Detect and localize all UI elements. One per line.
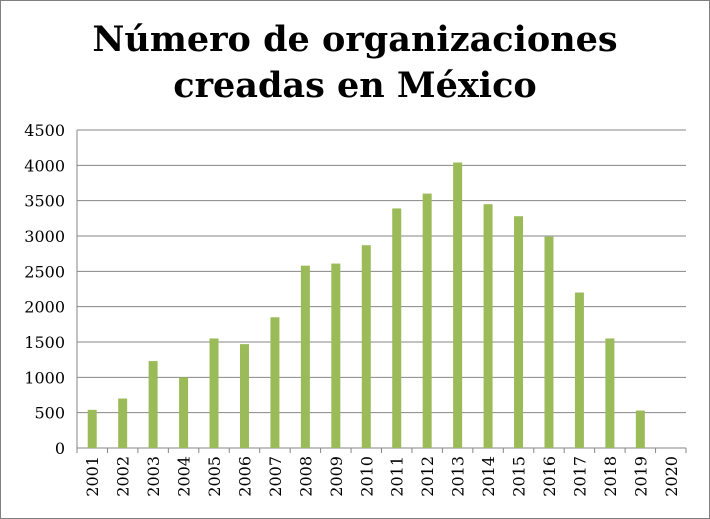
x-tick-label-2012: 2012 [418,456,437,497]
bar-2003 [148,361,158,448]
chart-title: Número de organizaciones creadas en Méxi… [1,17,709,109]
y-tick-label-2500: 2500 [24,262,65,281]
x-tick-label-2011: 2011 [388,456,407,497]
bar-2001 [87,409,97,448]
y-tick-label-1000: 1000 [24,368,65,387]
y-tick-label-500: 500 [34,404,65,423]
y-tick-label-3000: 3000 [24,227,65,246]
chart-title-line-2: creadas en México [173,65,537,106]
x-tick-label-2018: 2018 [601,456,620,497]
bar-2004 [179,377,189,448]
x-tick-label-2015: 2015 [510,456,529,497]
y-tick-label-0: 0 [55,439,65,458]
x-tick-label-2013: 2013 [449,456,468,497]
x-tick-label-2001: 2001 [83,456,102,497]
y-tick-label-4000: 4000 [24,156,65,175]
x-tick-label-2020: 2020 [662,456,681,497]
y-tick-label-4500: 4500 [24,121,65,140]
x-tick-label-2002: 2002 [114,456,133,497]
x-tick-label-2017: 2017 [570,456,589,497]
bar-2002 [118,398,128,448]
bar-2012 [422,193,432,448]
x-tick-label-2014: 2014 [479,456,498,497]
bar-2008 [300,265,310,448]
y-tick-label-2000: 2000 [24,298,65,317]
x-tick-label-2016: 2016 [540,456,559,497]
bar-2016 [544,236,554,448]
chart-title-line-1: Número de organizaciones [92,19,618,60]
x-tick-label-2006: 2006 [235,456,254,497]
x-tick-label-2004: 2004 [175,456,194,497]
x-tick-label-2019: 2019 [631,456,650,497]
bar-2009 [331,263,341,448]
x-tick-label-2009: 2009 [327,456,346,497]
y-tick-label-3500: 3500 [24,192,65,211]
x-tick-label-2008: 2008 [296,456,315,497]
y-tick-label-1500: 1500 [24,333,65,352]
bar-2017 [574,292,584,448]
x-tick-label-2005: 2005 [205,456,224,497]
bar-2018 [605,338,615,448]
bar-2014 [483,204,493,448]
x-tick-label-2007: 2007 [266,456,285,497]
bar-2006 [239,344,249,448]
bar-2013 [453,162,463,449]
bar-2015 [514,216,524,448]
bar-2007 [270,317,280,448]
bar-2005 [209,338,219,448]
bar-2011 [392,208,402,448]
bar-2010 [361,245,371,448]
x-tick-label-2010: 2010 [357,456,376,497]
x-tick-label-2003: 2003 [144,456,163,497]
bar-2019 [635,410,645,448]
